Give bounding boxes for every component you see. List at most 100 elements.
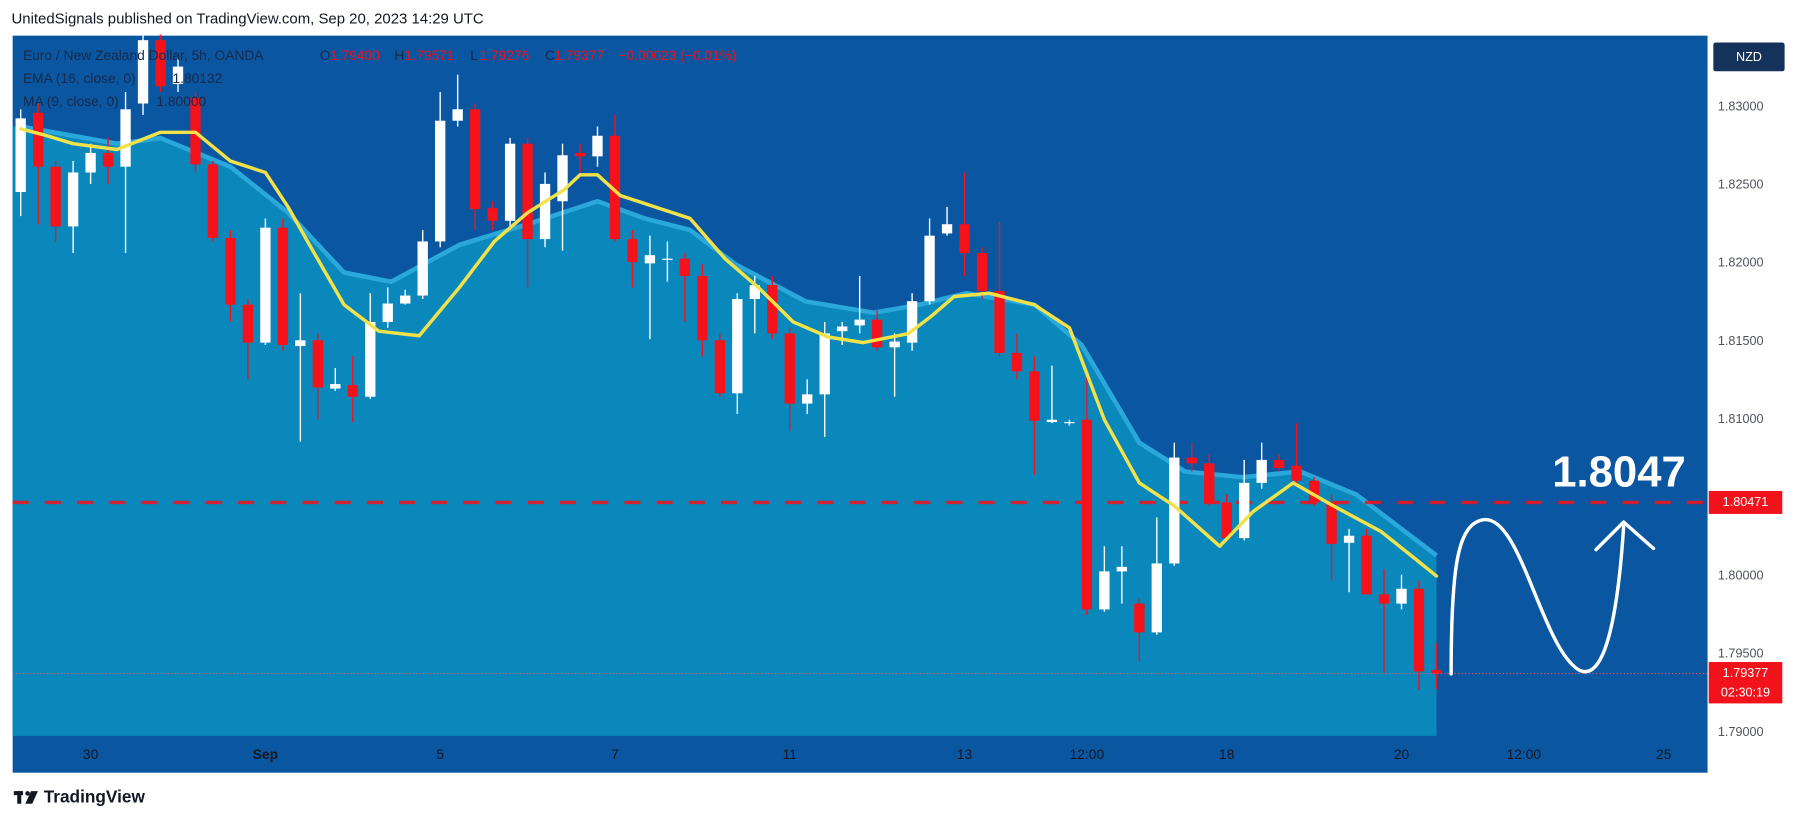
symbol-label: Euro / New Zealand Dollar, 5h, OANDA <box>23 48 264 63</box>
legend-entry: MA (9, close, 0) <box>23 94 119 109</box>
publish-header: UnitedSignals published on TradingView.c… <box>11 11 483 28</box>
candle-body <box>452 109 463 121</box>
candles-layer <box>15 32 1442 690</box>
candle-body <box>592 135 603 157</box>
x-tick-label: 30 <box>83 747 99 762</box>
y-tick-label: 1.79500 <box>1718 647 1764 661</box>
candle-body <box>609 135 621 240</box>
legend-value: 1.80132 <box>172 71 222 86</box>
candle-body <box>889 341 900 348</box>
candle-body <box>837 326 848 332</box>
x-tick-label: 5 <box>436 747 444 762</box>
candle-body <box>679 258 691 277</box>
ohlc-value: 1.79377 <box>554 48 604 63</box>
candle-body <box>1291 465 1302 481</box>
candle-body <box>819 333 830 395</box>
currency-label: NZD <box>1736 50 1762 64</box>
x-tick-label: 13 <box>957 747 973 762</box>
candle-body <box>400 295 411 304</box>
candle-body <box>976 253 988 291</box>
ohlc-key: C <box>545 48 555 63</box>
y-tick-label: 1.81500 <box>1718 334 1764 348</box>
ohlc-key: O <box>320 48 331 63</box>
candle-body <box>469 109 481 210</box>
legend-value: 1.80000 <box>156 94 206 109</box>
x-tick-label: 12:00 <box>1507 747 1542 762</box>
candle-body <box>749 285 760 299</box>
candle-body <box>32 112 44 167</box>
candle-body <box>767 285 778 334</box>
candle-body <box>1046 419 1058 423</box>
candle-body <box>1169 457 1180 564</box>
candle-body <box>277 227 289 345</box>
ohlc-value: 1.79571 <box>405 48 455 63</box>
candle-body <box>697 276 708 341</box>
ohlc-value: 1.79276 <box>479 48 529 63</box>
candle-body <box>1413 588 1425 672</box>
candle-body <box>1273 459 1285 469</box>
level-price-box <box>1708 490 1783 514</box>
candle-body <box>207 164 219 238</box>
candle-body <box>854 319 865 326</box>
candle-body <box>225 237 236 305</box>
candle-body <box>330 384 341 389</box>
brand-name: TradingView <box>44 787 146 807</box>
candle-body <box>924 235 935 302</box>
candle-body <box>504 143 516 221</box>
candle-body <box>1396 588 1407 604</box>
candle-body <box>67 172 79 227</box>
logo-part <box>17 791 22 804</box>
candle-body <box>1064 422 1075 424</box>
last-price-box <box>1708 662 1783 704</box>
candle-body <box>871 319 883 348</box>
candle-body <box>1221 502 1232 539</box>
candle-body <box>137 40 149 104</box>
candle-body <box>1151 563 1162 633</box>
candle-body <box>1343 535 1355 543</box>
logo-part <box>25 791 30 796</box>
level-annotation: 1.8047 <box>1552 447 1686 496</box>
candle-body <box>784 333 795 404</box>
candle-body <box>260 227 271 343</box>
candle-body <box>1431 669 1442 674</box>
candle-body <box>1361 535 1372 595</box>
candle-body <box>487 208 498 221</box>
y-tick-label: 1.80000 <box>1718 568 1764 582</box>
currency-box <box>1713 42 1785 72</box>
candle-body <box>155 40 166 87</box>
x-tick-label: 20 <box>1394 747 1410 762</box>
y-tick-label: 1.83000 <box>1718 99 1764 113</box>
candle-body <box>1239 482 1250 539</box>
lines-layer: 1.8047 <box>12 127 1708 675</box>
candle-body <box>102 152 114 167</box>
candle-body <box>1378 594 1390 604</box>
candle-body <box>662 258 673 260</box>
y-tick-label: 1.81000 <box>1718 412 1764 426</box>
axes: 1.790001.795001.800001.805001.810001.815… <box>83 99 1783 762</box>
candle-body <box>959 224 970 254</box>
ohlc-value: 1.79400 <box>330 48 380 63</box>
arrow-head <box>1594 520 1656 552</box>
candle-body <box>365 321 376 397</box>
change-value: −0.00023 (−0.01%) <box>619 48 737 63</box>
y-tick-label: 1.82000 <box>1718 256 1764 270</box>
logo-part <box>25 791 38 804</box>
x-tick-label: 25 <box>1656 747 1672 762</box>
level-price-label: 1.80471 <box>1723 495 1769 509</box>
candle-body <box>941 224 953 234</box>
brand-logo <box>13 791 38 804</box>
candle-body <box>574 152 586 157</box>
candle-body <box>15 118 26 193</box>
candle-body <box>1116 566 1128 572</box>
candle-body <box>295 340 306 347</box>
candle-body <box>539 183 551 240</box>
legend: Euro / New Zealand Dollar, 5h, OANDA O 1… <box>23 48 737 109</box>
candle-body <box>120 109 131 167</box>
candle-body <box>1134 603 1145 633</box>
candle-body <box>994 290 1005 353</box>
x-tick-label: 12:00 <box>1070 747 1105 762</box>
candle-body <box>1011 352 1023 372</box>
candle-body <box>714 340 726 394</box>
ema-line <box>20 124 1438 558</box>
